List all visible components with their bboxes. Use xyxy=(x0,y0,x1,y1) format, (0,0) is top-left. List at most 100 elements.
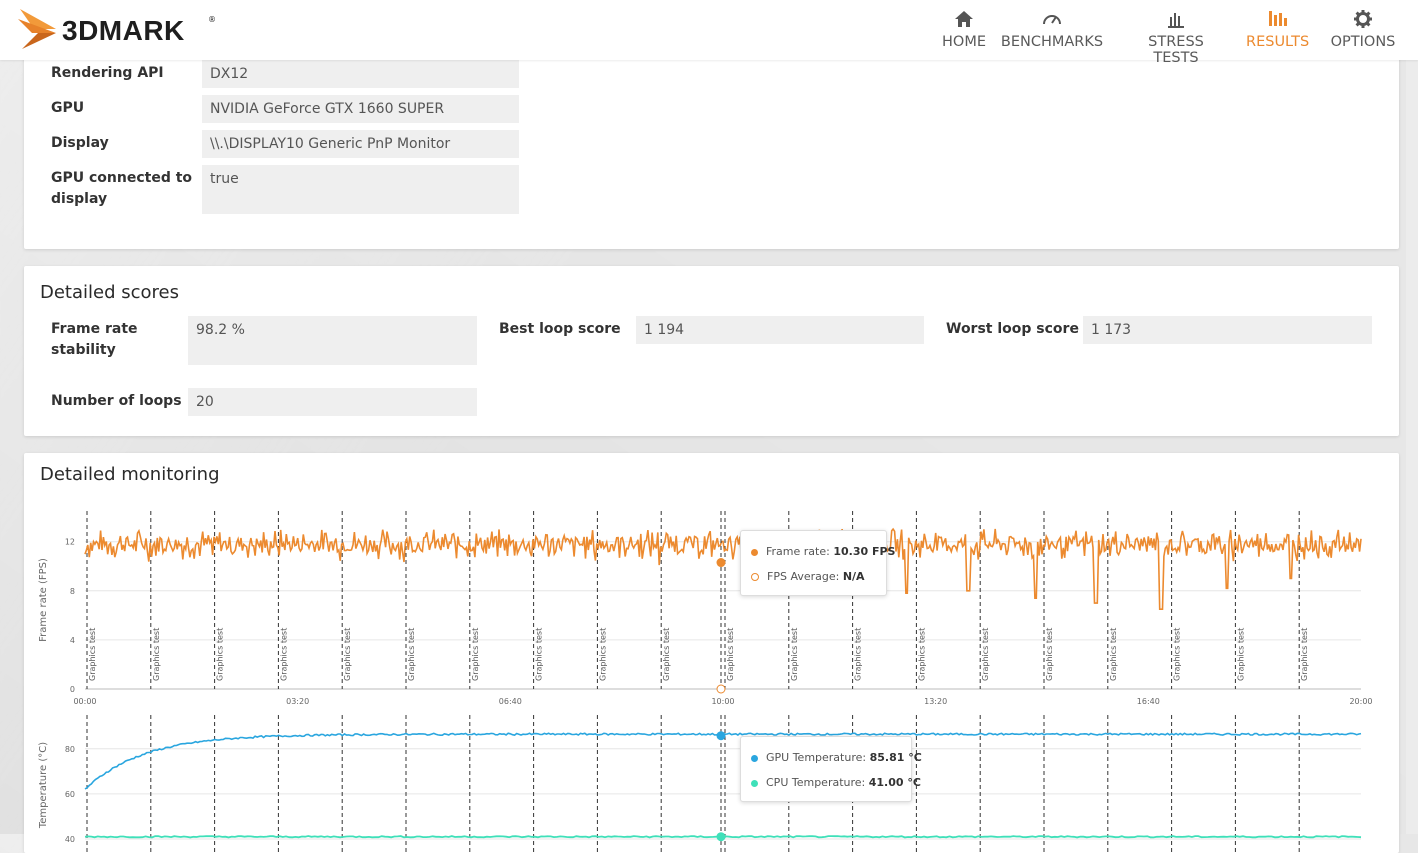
fps-graphics-test-label: Graphics test xyxy=(407,628,416,681)
temp-y-axis-label: Temperature (°C) xyxy=(38,742,49,829)
top-header: 3DMARK ® HOME BENCHMARKS STRESS TESTS xyxy=(0,0,1418,66)
tooltip-gpu-temp-value: 85.81 °C xyxy=(869,751,922,764)
fps-y-tick-label: 12 xyxy=(65,538,75,547)
fps-graphics-test-label: Graphics test xyxy=(917,628,926,681)
tooltip-frame-rate-row: Frame rate: 10.30 FPS xyxy=(751,545,895,558)
frame-rate-stability-label-line1: Frame rate xyxy=(51,321,138,337)
frame-rate-legend-dot xyxy=(751,548,758,556)
logo-text: 3DMARK xyxy=(62,15,185,46)
nav-results-label: RESULTS xyxy=(1246,34,1310,50)
results-bars-icon xyxy=(1269,11,1287,26)
fps-graphics-test-label: Graphics test xyxy=(1109,628,1118,681)
fps-graphics-test-label: Graphics test xyxy=(471,628,480,681)
number-of-loops-label: Number of loops xyxy=(51,393,182,409)
fps-y-tick-label: 8 xyxy=(70,587,75,596)
gpu-temp-cursor-point xyxy=(716,731,726,741)
nav-stress-tests[interactable]: STRESS TESTS xyxy=(1126,8,1226,66)
gpu-connected-value: true xyxy=(202,165,519,214)
best-loop-label: Best loop score xyxy=(499,321,621,337)
fps-average-legend-dot xyxy=(751,573,759,581)
gear-icon xyxy=(1354,10,1372,28)
frame-rate-series-line xyxy=(84,527,1362,610)
detailed-scores-card: Detailed scores Frame rate stability 98.… xyxy=(24,266,1399,436)
tooltip-fps-average-value: N/A xyxy=(842,570,865,583)
frame-rate-stability-value: 98.2 % xyxy=(188,316,477,365)
nav-benchmarks-label: BENCHMARKS xyxy=(1000,34,1104,50)
rendering-api-label: Rendering API xyxy=(51,65,164,81)
nav-home[interactable]: HOME xyxy=(934,8,994,50)
fps-graphics-test-label: Graphics test xyxy=(216,628,225,681)
fps-graphics-test-label: Graphics test xyxy=(1300,628,1309,681)
temp-y-tick-label: 60 xyxy=(65,790,75,799)
logo-trademark: ® xyxy=(208,15,216,24)
tooltip-fps-average-row: FPS Average: N/A xyxy=(751,570,865,583)
fps-graphics-test-label: Graphics test xyxy=(981,628,990,681)
gpu-temperature-series-line xyxy=(84,732,1362,790)
fps-graphics-test-label: Graphics test xyxy=(790,628,799,681)
bar-chart-icon xyxy=(1168,13,1184,28)
fps-x-tick-label: 13:20 xyxy=(924,697,947,706)
nav-stress-tests-label: STRESS TESTS xyxy=(1148,34,1204,66)
fps-graphics-test-label: Graphics test xyxy=(1045,628,1054,681)
nav-home-label: HOME xyxy=(942,34,986,50)
fps-graphics-test-label: Graphics test xyxy=(726,628,735,681)
fps-graphics-test-label: Graphics test xyxy=(662,628,671,681)
gpu-connected-label-line1: GPU connected to xyxy=(51,170,193,186)
fps-graphics-test-label: Graphics test xyxy=(343,628,352,681)
detailed-monitoring-card: Detailed monitoring 0 4 8 12 Frame rate (FPS… xyxy=(24,453,1399,853)
speedometer-icon xyxy=(1043,15,1061,25)
fps-x-tick-label: 00:00 xyxy=(73,697,96,706)
system-info-card: Rendering API DX12 GPU NVIDIA GeForce GT… xyxy=(24,30,1399,249)
gpu-temp-legend-dot xyxy=(751,754,758,762)
worst-loop-value: 1 173 xyxy=(1083,316,1372,344)
home-icon xyxy=(955,11,973,27)
3dmark-logo-icon xyxy=(18,9,56,49)
gpu-value: NVIDIA GeForce GTX 1660 SUPER xyxy=(202,95,519,123)
fps-graphics-test-label: Graphics test xyxy=(152,628,161,681)
fps-graphics-test-label: Graphics test xyxy=(1173,628,1182,681)
fps-cursor-point xyxy=(716,558,726,568)
fps-x-tick-label: 20:00 xyxy=(1349,697,1372,706)
worst-loop-label: Worst loop score xyxy=(946,321,1079,337)
fps-average-cursor-point xyxy=(716,684,726,694)
detailed-scores-title: Detailed scores xyxy=(40,282,179,303)
nav-options-label: OPTIONS xyxy=(1330,34,1396,50)
fps-graphics-test-label: Graphics test xyxy=(598,628,607,681)
temp-y-tick-label: 80 xyxy=(65,745,75,754)
fps-x-tick-label: 06:40 xyxy=(499,697,522,706)
fps-y-tick-label: 0 xyxy=(70,685,75,694)
3dmark-logo[interactable]: 3DMARK ® xyxy=(16,7,226,51)
display-label: Display xyxy=(51,135,109,151)
fps-x-tick-label: 10:00 xyxy=(711,697,734,706)
fps-y-axis-label: Frame rate (FPS) xyxy=(38,558,49,642)
gpu-connected-label-line2: display xyxy=(51,191,108,207)
fps-graphics-test-label: Graphics test xyxy=(88,628,97,681)
fps-graphics-test-label: Graphics test xyxy=(279,628,288,681)
fps-graphics-test-label: Graphics test xyxy=(854,628,863,681)
temp-y-tick-label: 40 xyxy=(65,835,75,844)
tooltip-gpu-temp-label: GPU Temperature: xyxy=(766,751,867,764)
fps-graphics-test-label: Graphics test xyxy=(535,628,544,681)
nav-options[interactable]: OPTIONS xyxy=(1330,8,1396,50)
fps-graphics-test-label: Graphics test xyxy=(1236,628,1245,681)
tooltip-gpu-temp-row: GPU Temperature: 85.81 °C xyxy=(751,751,922,764)
tooltip-cpu-temp-value: 41.00 °C xyxy=(868,776,921,789)
fps-y-tick-label: 4 xyxy=(70,636,75,645)
scrollbar[interactable] xyxy=(1406,60,1418,834)
fps-x-tick-label: 03:20 xyxy=(286,697,309,706)
detailed-monitoring-title: Detailed monitoring xyxy=(40,464,220,485)
tooltip-cpu-temp-row: CPU Temperature: 41.00 °C xyxy=(751,776,921,789)
tooltip-frame-rate-value: 10.30 FPS xyxy=(833,545,896,558)
tooltip-cpu-temp-label: CPU Temperature: xyxy=(766,776,866,789)
gpu-label: GPU xyxy=(51,100,85,116)
number-of-loops-value: 20 xyxy=(188,388,477,416)
rendering-api-value: DX12 xyxy=(202,60,519,88)
cpu-temp-legend-dot xyxy=(751,779,758,787)
frame-rate-stability-label-line2: stability xyxy=(51,342,116,358)
nav-benchmarks[interactable]: BENCHMARKS xyxy=(1000,8,1104,50)
tooltip-frame-rate-label: Frame rate: xyxy=(766,545,830,558)
nav-results[interactable]: RESULTS xyxy=(1246,8,1310,50)
monitoring-charts[interactable]: 0 4 8 12 Frame rate (FPS) 00:00 03:20 06:40 10:0… xyxy=(24,453,1399,853)
display-value: \\.\DISPLAY10 Generic PnP Monitor xyxy=(202,130,519,158)
fps-tooltip: Frame rate: 10.30 FPS FPS Average: N/A xyxy=(740,530,895,596)
